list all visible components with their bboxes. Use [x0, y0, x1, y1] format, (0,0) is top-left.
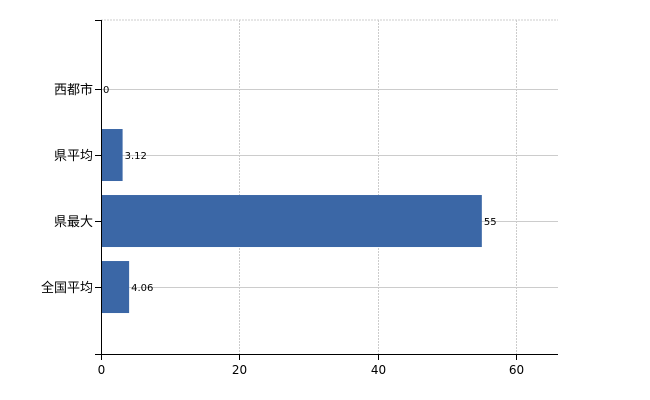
data-label: 0 [103, 85, 109, 96]
x-tick-label: 60 [509, 363, 524, 377]
bar [101, 261, 130, 314]
data-label: 55 [484, 217, 497, 228]
bar [101, 195, 482, 248]
x-tick-label: 20 [232, 363, 247, 377]
data-label: 3.12 [125, 151, 147, 162]
data-label: 4.06 [131, 283, 153, 294]
y-category-label: 県平均 [54, 149, 93, 164]
y-category-label: 県最大 [54, 215, 93, 230]
y-category-label: 西都市 [54, 82, 93, 98]
x-tick-label: 0 [98, 363, 106, 377]
y-category-label: 全国平均 [41, 280, 93, 296]
bar [101, 129, 123, 182]
x-tick-label: 40 [371, 363, 386, 377]
